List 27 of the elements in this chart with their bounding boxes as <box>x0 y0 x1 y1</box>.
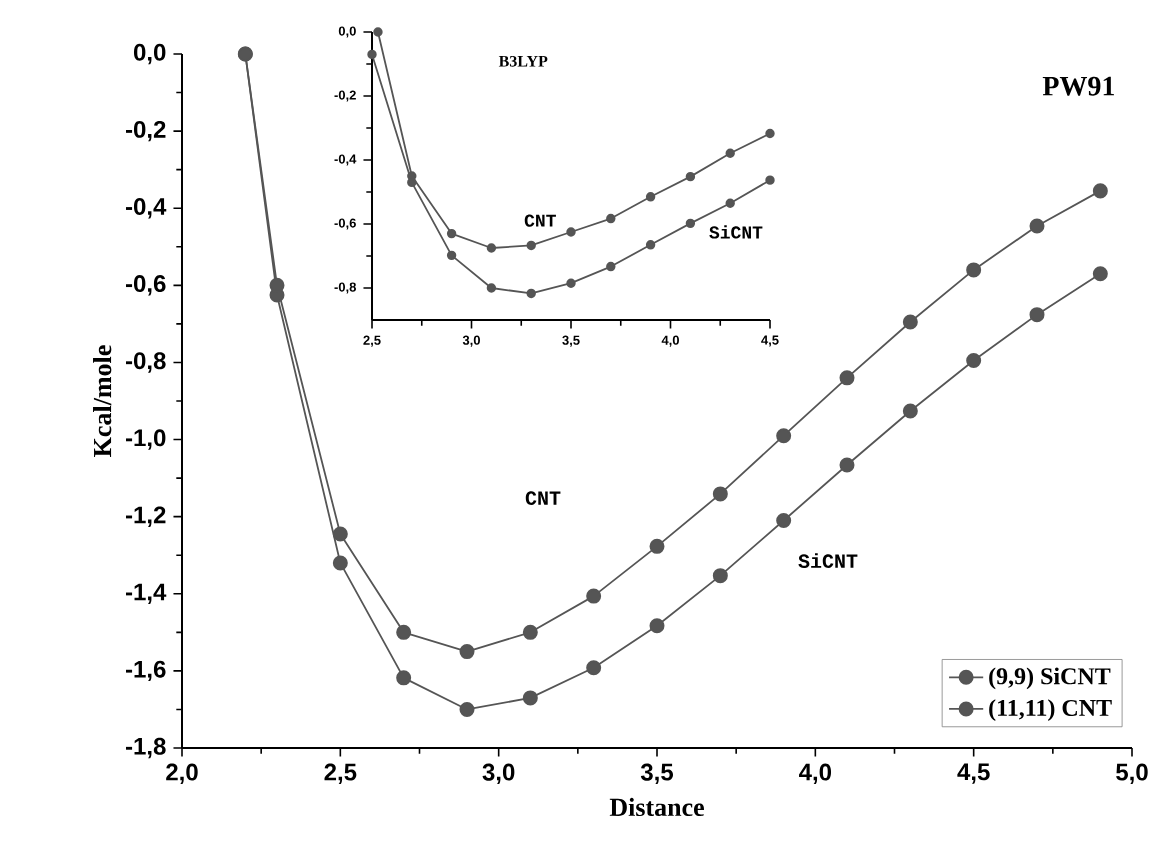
x-tick-label: 2,5 <box>324 763 357 785</box>
y-tick-label: -1,4 <box>125 583 167 604</box>
y-tick-label: -0,4 <box>125 198 167 219</box>
annotation: SiCNT <box>798 553 858 568</box>
y-tick-label: -1,6 <box>125 660 166 682</box>
legend-label: (9,9) SiCNT <box>989 667 1111 690</box>
text: B3LYP <box>498 55 548 67</box>
y-tick-label: -1,0 <box>125 429 166 450</box>
x-tick-label: 5,0 <box>1116 763 1148 785</box>
x-axis-title: Distance <box>609 797 704 817</box>
annotation: CNT <box>525 491 561 505</box>
x-tick-label: 3,5 <box>640 763 674 785</box>
series-label: CNT <box>524 214 556 227</box>
y-tick-label: -0,6 <box>125 275 166 296</box>
y-tick-label: -0,2 <box>125 120 166 142</box>
series-label: SiCNT <box>709 225 763 239</box>
y-tick-label: -1,8 <box>125 737 166 759</box>
y-tick-label: -0,8 <box>125 352 166 373</box>
y-axis-title: Kcal/mole <box>93 345 112 457</box>
legend-label: (11,11) CNT <box>989 699 1112 721</box>
x-tick-label: 4,0 <box>799 763 832 785</box>
y-tick-label: 0,0 <box>133 43 166 65</box>
y-tick-label: -1,2 <box>125 506 166 527</box>
x-tick-label: 3,0 <box>482 763 515 785</box>
text: PW91 <box>1042 76 1114 96</box>
x-tick-label: 2,0 <box>166 763 198 785</box>
x-tick-label: 4,5 <box>957 763 990 784</box>
